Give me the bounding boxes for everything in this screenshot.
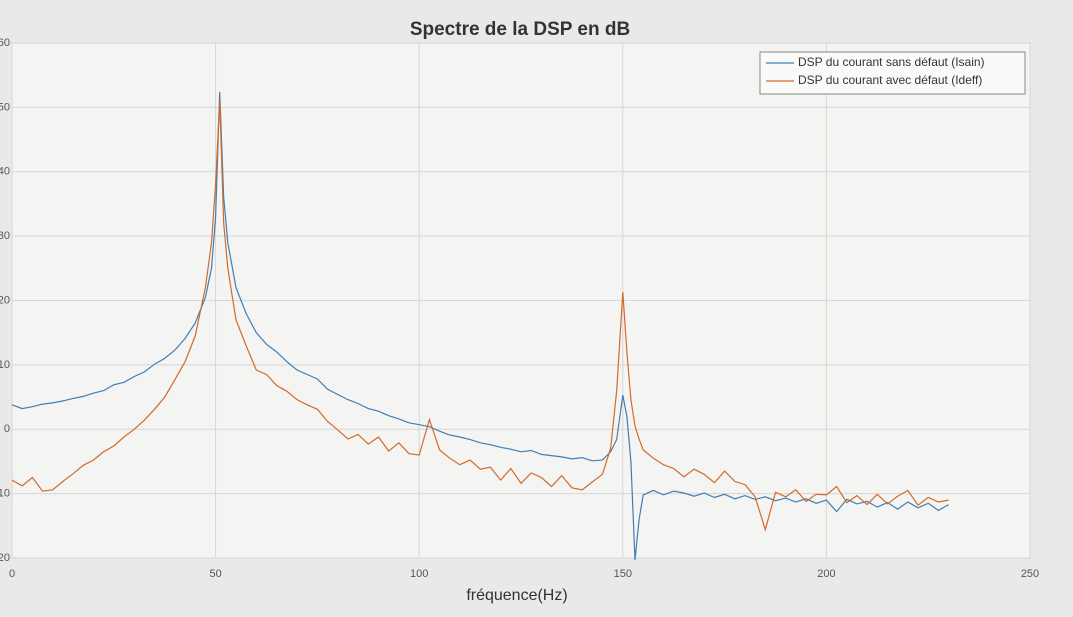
chart-title: Spectre de la DSP en dB — [410, 19, 630, 40]
x-tick-label: 50 — [209, 568, 221, 580]
series-line — [11, 91, 949, 560]
y-tick-label: 0 — [4, 423, 10, 435]
y-tick-label: 40 — [0, 166, 10, 178]
legend-label: DSP du courant avec défaut (Ideff) — [798, 73, 982, 87]
legend-label: DSP du courant sans défaut (Isain) — [798, 55, 985, 69]
x-tick-label: 0 — [9, 568, 15, 580]
y-tick-label: -20 — [0, 552, 10, 564]
y-tick-label: 60 — [0, 37, 10, 49]
series-line — [11, 100, 949, 532]
y-tick-label: 50 — [0, 101, 10, 113]
y-tick-label: 30 — [0, 230, 10, 242]
y-tick-label: 10 — [0, 359, 10, 371]
x-tick-label: 250 — [1021, 568, 1039, 580]
legend-box — [759, 51, 1026, 95]
x-tick-label: 150 — [614, 568, 632, 580]
x-axis-label: fréquence(Hz) — [466, 587, 567, 604]
y-tick-label: 20 — [0, 294, 10, 306]
x-tick-label: 200 — [817, 568, 835, 580]
y-tick-label: -10 — [0, 488, 10, 500]
x-tick-label: 100 — [410, 568, 428, 580]
